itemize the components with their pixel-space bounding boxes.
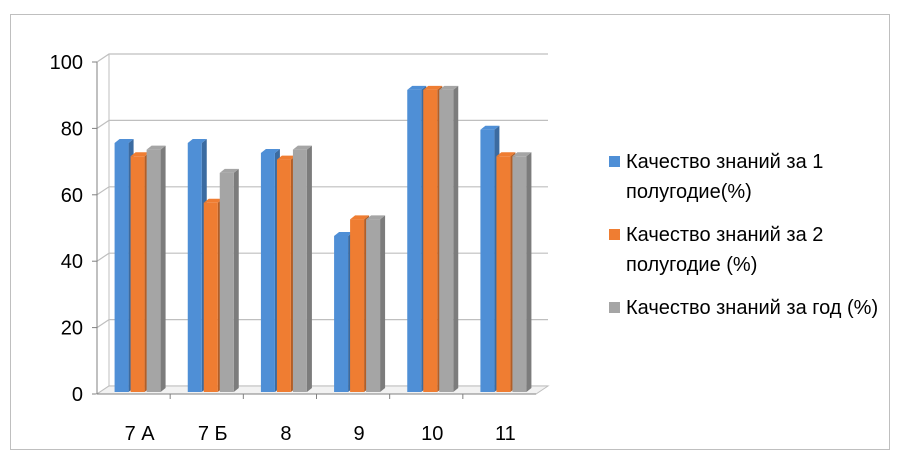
- legend-label-2: Качество знаний за 2 полугодие (%): [626, 220, 899, 280]
- bar-side: [526, 152, 531, 392]
- x-tick-label: 7 Б: [198, 423, 228, 445]
- gridline: [97, 120, 548, 128]
- chart-frame: 0 20 40 60 80 100 7 А 7 Б 8 9 10 11 Качество знани…: [10, 14, 890, 450]
- bar-side: [453, 86, 458, 392]
- x-tick-label: 7 А: [125, 423, 156, 445]
- bar-side: [380, 215, 385, 392]
- y-tick-label: 100: [50, 52, 83, 74]
- bar-front: [423, 90, 437, 392]
- bar-front: [204, 203, 218, 392]
- bar-side: [234, 169, 239, 392]
- bar-front: [439, 90, 453, 392]
- bar-front: [350, 219, 364, 392]
- y-tick-labels: 0 20 40 60 80 100: [50, 52, 83, 406]
- y-tick-label: 80: [61, 118, 83, 140]
- x-tick-label: 10: [421, 423, 443, 445]
- gridline: [97, 54, 548, 62]
- legend-swatch-1: [609, 156, 620, 167]
- x-tick-labels: 7 А 7 Б 8 9 10 11: [125, 423, 516, 445]
- bar: [220, 169, 239, 392]
- bar-front: [131, 156, 145, 392]
- bar: [366, 215, 385, 392]
- bar-front: [293, 150, 307, 392]
- bar-front: [115, 143, 129, 392]
- legend-swatch-3: [609, 302, 620, 313]
- y-tick-label: 20: [61, 318, 83, 340]
- bar: [293, 146, 312, 392]
- x-tick-label: 8: [280, 423, 291, 445]
- bar-front: [277, 160, 291, 392]
- bar-front: [496, 156, 510, 392]
- y-tick-label: 60: [61, 185, 83, 207]
- legend-label-1: Качество знаний за 1 полугодие(%): [626, 147, 899, 207]
- y-tick-label: 0: [72, 384, 83, 406]
- bar-side: [307, 146, 312, 392]
- bar-front: [147, 150, 161, 392]
- bar-front: [220, 173, 234, 392]
- bar: [439, 86, 458, 392]
- bar-front: [480, 130, 494, 392]
- legend-item-3: Качество знаний за год (%): [609, 293, 899, 323]
- bar: [512, 152, 531, 392]
- legend-label-3: Качество знаний за год (%): [626, 293, 878, 323]
- legend-item-1: Качество знаний за 1 полугодие(%): [609, 147, 899, 207]
- legend-swatch-2: [609, 229, 620, 240]
- bars: [115, 86, 532, 392]
- bar-front: [188, 143, 202, 392]
- bar-side: [161, 146, 166, 392]
- legend: Качество знаний за 1 полугодие(%) Качест…: [609, 147, 899, 336]
- x-tick-label: 11: [495, 423, 516, 445]
- bar-front: [366, 219, 380, 392]
- bar-front: [407, 90, 421, 392]
- legend-item-2: Качество знаний за 2 полугодие (%): [609, 220, 899, 280]
- bar-front: [334, 236, 348, 392]
- bar-front: [261, 153, 275, 392]
- bar-front: [512, 156, 526, 392]
- y-tick-label: 40: [61, 251, 83, 273]
- x-tick-label: 9: [354, 423, 365, 445]
- bar: [147, 146, 166, 392]
